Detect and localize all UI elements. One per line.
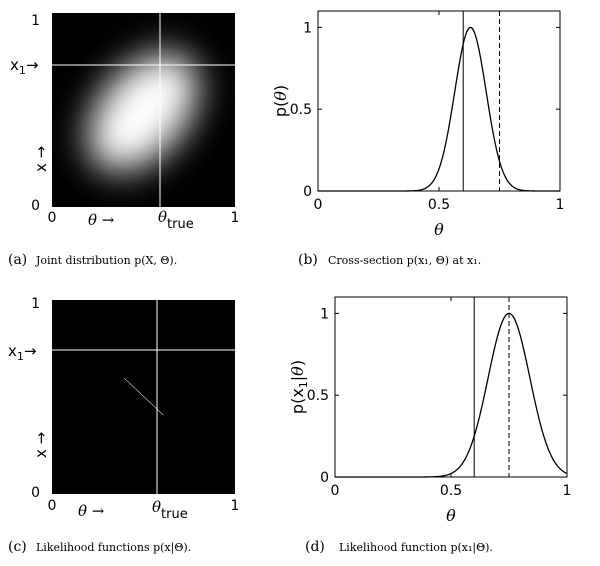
panel-b: 0 0.5 1 0 0.5 1 θ p(θ) [271,10,565,239]
plot-frame [317,10,561,192]
x-tick-label: 1 [563,483,572,499]
y-tick-label: 0 [303,184,312,200]
caption-b-letter: (b) [298,252,318,268]
caption-d-letter: (d) [305,539,325,555]
caption-b-text: Cross-section p(x₁, Θ) at x₁. [328,254,481,267]
caption-a-text: Joint distribution p(X, Θ). [35,254,177,267]
y-tick-0-a: 0 [31,198,40,214]
x-arrow-label-a: θ → [88,211,115,229]
panel-d: 0 0.5 1 0 0.5 1 θ p(x1|θ) [288,296,572,525]
x1-marker-a: x1→ [10,56,38,77]
series-line [318,26,560,192]
x-tick-label: 0 [331,483,340,499]
caption-c-text: Likelihood functions p(x|Θ). [36,541,191,555]
x-tick-label: 0 [314,197,323,213]
theta-true-marker-c: θtrue [152,498,188,522]
y-tick-label: 0 [320,470,329,486]
heatmap-a-density [88,53,198,171]
x1-marker-c: x1→ [8,342,36,363]
x-tick-1-a: 1 [231,210,240,226]
caption-c-letter: (c) [8,539,27,555]
y-tick-0-c: 0 [31,485,40,501]
y-tick-label: 1 [303,20,312,36]
x-axis-label: θ [434,220,444,239]
x-tick-1-c: 1 [231,498,240,514]
caption-d-text: Likelihood function p(x₁|Θ). [339,541,493,555]
panel-c: 1 0 0 1 x1→ x → θ → θtrue [8,296,240,522]
x-axis-label: θ [446,506,456,525]
x-tick-label: 1 [556,197,565,213]
x-tick-0-c: 0 [48,498,57,514]
y-tick-1-a: 1 [31,13,40,29]
series-line [335,312,568,478]
y-tick-label: 0.5 [307,388,329,404]
y-tick-1-c: 1 [31,296,40,312]
x-tick-label: 0.5 [440,483,462,499]
y-arrow-label-c: x → [32,432,50,458]
x-tick-label: 0.5 [428,197,450,213]
caption-a-letter: (a) [8,252,27,268]
y-axis-label: p(x1|θ) [288,360,310,414]
panel-a: 1 0 0 1 x1→ x → θ → θtrue [10,13,239,232]
y-tick-label: 0.5 [290,102,312,118]
x-arrow-label-c: θ → [78,502,105,520]
heatmap-c-band [52,300,235,494]
theta-true-marker-a: θtrue [158,208,194,232]
x-tick-0-a: 0 [48,210,57,226]
y-arrow-label-a: x → [32,146,50,172]
y-axis-label: p(θ) [271,85,290,117]
y-tick-label: 1 [320,306,329,322]
